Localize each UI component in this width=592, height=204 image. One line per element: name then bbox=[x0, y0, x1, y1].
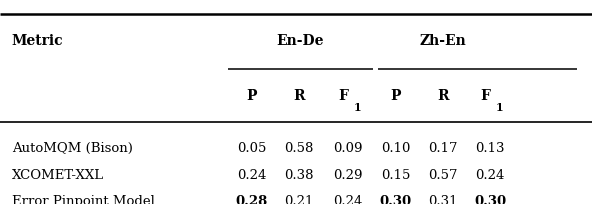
Text: XCOMET-XXL: XCOMET-XXL bbox=[12, 169, 104, 182]
Text: 0.21: 0.21 bbox=[284, 195, 314, 204]
Text: 0.09: 0.09 bbox=[333, 142, 363, 155]
Text: 0.05: 0.05 bbox=[237, 142, 266, 155]
Text: 0.30: 0.30 bbox=[379, 195, 411, 204]
Text: R: R bbox=[293, 89, 305, 103]
Text: F: F bbox=[339, 89, 348, 103]
Text: AutoMQM (Bison): AutoMQM (Bison) bbox=[12, 142, 133, 155]
Text: Metric: Metric bbox=[12, 34, 63, 48]
Text: R: R bbox=[437, 89, 449, 103]
Text: 0.10: 0.10 bbox=[381, 142, 410, 155]
Text: 0.29: 0.29 bbox=[333, 169, 363, 182]
Text: 0.58: 0.58 bbox=[284, 142, 314, 155]
Text: P: P bbox=[390, 89, 401, 103]
Text: 0.24: 0.24 bbox=[475, 169, 505, 182]
Text: 0.28: 0.28 bbox=[236, 195, 268, 204]
Text: F: F bbox=[481, 89, 490, 103]
Text: 1: 1 bbox=[354, 102, 361, 113]
Text: 0.24: 0.24 bbox=[333, 195, 363, 204]
Text: 0.17: 0.17 bbox=[428, 142, 458, 155]
Text: 0.30: 0.30 bbox=[474, 195, 506, 204]
Text: P: P bbox=[246, 89, 257, 103]
Text: 1: 1 bbox=[496, 102, 503, 113]
Text: 0.57: 0.57 bbox=[428, 169, 458, 182]
Text: 0.38: 0.38 bbox=[284, 169, 314, 182]
Text: 0.15: 0.15 bbox=[381, 169, 410, 182]
Text: Zh-En: Zh-En bbox=[420, 34, 466, 48]
Text: 0.24: 0.24 bbox=[237, 169, 266, 182]
Text: En-De: En-De bbox=[276, 34, 324, 48]
Text: Error Pinpoint Model: Error Pinpoint Model bbox=[12, 195, 155, 204]
Text: 0.31: 0.31 bbox=[428, 195, 458, 204]
Text: 0.13: 0.13 bbox=[475, 142, 505, 155]
